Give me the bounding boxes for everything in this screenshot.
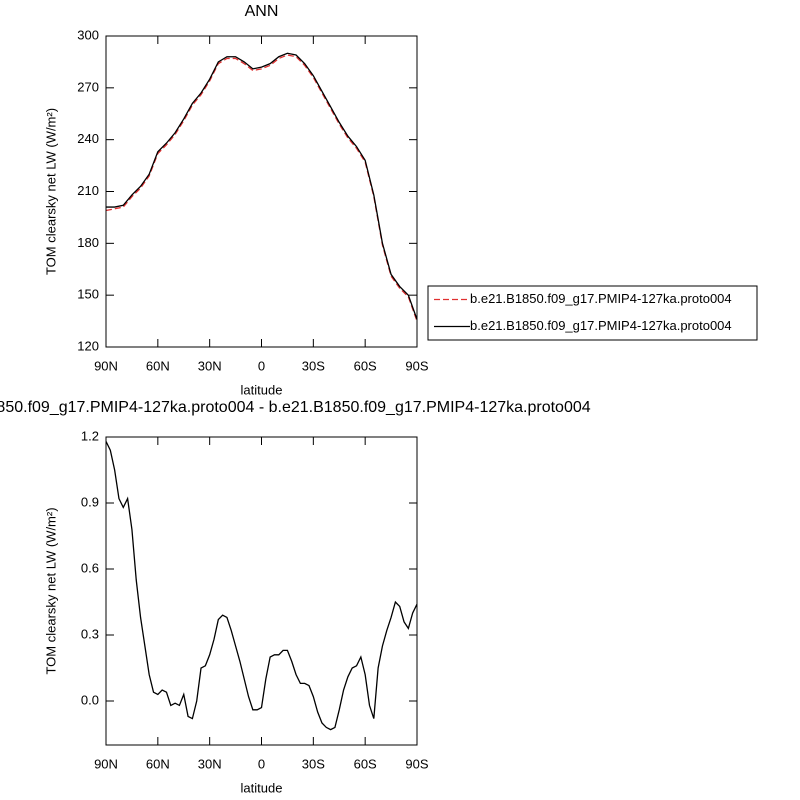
- y-tick-label: 180: [77, 235, 99, 250]
- series-line: [105, 54, 418, 322]
- y-axis-label: TOM clearsky net LW (W/m²): [43, 108, 58, 275]
- y-tick-label: 150: [77, 287, 99, 302]
- y-tick-label: 270: [77, 79, 99, 94]
- x-tick-label: 30N: [198, 756, 222, 771]
- x-tick-label: 30S: [302, 358, 325, 373]
- x-tick-label: 30N: [198, 358, 222, 373]
- x-tick-label: 0: [258, 756, 265, 771]
- y-tick-label: 0.3: [81, 626, 99, 641]
- x-tick-label: 90N: [94, 756, 118, 771]
- x-axis-label: latitude: [241, 780, 283, 795]
- y-tick-label: 0.0: [81, 692, 99, 707]
- y-tick-label: 240: [77, 131, 99, 146]
- legend-box: [427, 285, 758, 341]
- legend-label: b.e21.B1850.f09_g17.PMIP4-127ka.proto004: [470, 318, 732, 333]
- y-tick-label: 300: [77, 27, 99, 42]
- x-tick-label: 60N: [146, 358, 170, 373]
- x-tick-label: 30S: [302, 756, 325, 771]
- y-tick-label: 120: [77, 338, 99, 353]
- series-line: [106, 52, 418, 320]
- x-tick-label: 60S: [354, 756, 377, 771]
- y-tick-label: 1.2: [81, 428, 99, 443]
- series-line: [105, 441, 418, 731]
- y-tick-label: 0.9: [81, 494, 99, 509]
- plot-frame: [105, 35, 418, 348]
- legend-label: b.e21.B1850.f09_g17.PMIP4-127ka.proto004: [470, 291, 732, 306]
- x-tick-label: 90S: [405, 756, 428, 771]
- y-axis-label: TOM clearsky net LW (W/m²): [43, 507, 58, 674]
- chart-title: b.e21.B1850.f09_g17.PMIP4-127ka.proto004…: [0, 399, 591, 416]
- x-tick-label: 60S: [354, 358, 377, 373]
- y-tick-label: 0.6: [81, 560, 99, 575]
- y-tick-label: 210: [77, 183, 99, 198]
- x-tick-label: 90S: [405, 358, 428, 373]
- x-axis-label: latitude: [241, 382, 283, 397]
- x-tick-label: 60N: [146, 756, 170, 771]
- x-tick-label: 0: [258, 358, 265, 373]
- chart-title: ANN: [245, 3, 279, 20]
- plot-frame: [105, 436, 418, 746]
- x-tick-label: 90N: [94, 358, 118, 373]
